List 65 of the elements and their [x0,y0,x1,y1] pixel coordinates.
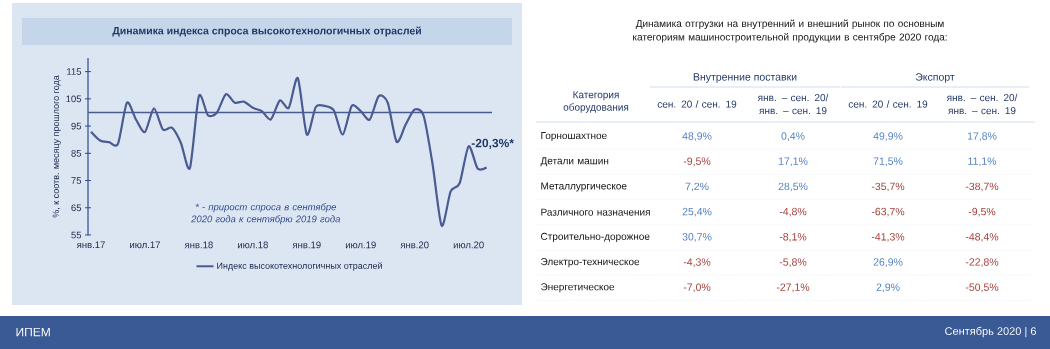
y-tick-label: Электро-техническое [541,258,640,268]
text: ИПЕМ [16,327,50,337]
y-tick-label: Детали машин [540,157,609,167]
x-tick-label: июл.19 [345,241,376,249]
data-label: 11,1% [968,157,997,167]
y-tick-label: Строительно-дорожное [541,232,650,242]
data-label: -7,0% [683,283,711,293]
data-label: 2,9% [876,283,900,293]
y-tick-label: 75 [71,177,82,184]
x-tick-label: янв. – сен. 20/ янв. – сен. 19 [946,93,1018,115]
chart-title: Динамика отгрузки на внутренний и внешний рынок по основным категориям машиностроительной продукции в сентябре 2020 года: [633,19,947,43]
x-tick-label: янв.19 [292,241,321,249]
data-label: 30,7% [682,233,712,242]
y-tick-label: 115 [67,68,82,75]
data-label: 26,9% [873,258,903,267]
y-tick-label: 85 [71,149,82,157]
annotation: -20,3%* [471,138,514,150]
data-label: 25,4% [682,207,712,217]
data-label: 49,9% [873,132,903,141]
legend-label: Индекс высокотехнологичных отраслей [217,262,382,271]
data-label: -35,7% [871,182,905,192]
text: Экспорт [915,73,955,83]
y-tick-label: Горношахтное [541,132,607,142]
text: Сентябрь 2020 | 6 [945,326,1036,338]
y-tick-label: Металлургическое [541,182,627,192]
data-label: -9,5% [683,157,711,167]
x-tick-label: июл.18 [238,241,268,249]
chart-title: Динамика индекса спроса высокотехнологичных отраслей [112,26,421,37]
data-label: -48,4% [965,233,999,242]
data-label: 17,1% [778,157,808,167]
x-tick-label: янв.18 [184,241,213,249]
x-tick-label: янв.17 [76,241,105,249]
data-label: -50,5% [965,283,999,293]
annotation: * - прирост спроса в сентябре 2020 года к сентябрю 2019 года [191,203,341,225]
x-tick-label: июл.17 [130,241,160,249]
x-tick-label: янв.20 [400,241,429,249]
y-tick-label: 105 [66,95,82,103]
data-label: 48,9% [682,132,712,141]
data-label: 28,5% [778,182,808,192]
data-label: -9,5% [968,207,996,217]
data-label: 71,5% [873,157,903,167]
x-tick-label: сен. 20 / сен. 19 [657,100,737,108]
y-tick-label: Различного назначения [541,208,650,216]
y-tick-label: Энергетическое [541,283,615,293]
y-tick-label: 65 [71,204,82,212]
x-tick-label: июл.20 [453,241,484,249]
data-label: 17,8% [967,132,997,141]
x-tick-label: янв. – сен. 20/ янв. – сен. 19 [757,93,829,115]
data-label: -63,7% [871,207,905,217]
data-label: 7,2% [685,182,709,192]
text: Внутренние поставки [693,73,797,83]
data-label: -5,8% [779,258,807,267]
y-axis-title: %, к соотв. месяцу прошлого года [52,75,61,218]
data-label: -4,3% [683,258,711,267]
data-label: -41,3% [871,233,905,242]
data-label: -4,8% [779,207,807,217]
y-tick-label: 95 [71,122,82,130]
data-label: -22,8% [965,258,999,267]
data-label: 0,4% [781,132,805,141]
y-axis-title: Категория оборудования [563,91,629,113]
x-tick-label: сен. 20 / сен. 19 [848,100,928,108]
data-label: -8,1% [779,233,807,242]
y-tick-label: 55 [71,231,82,239]
data-label: -38,7% [965,182,999,192]
data-label: -27,1% [776,283,810,293]
